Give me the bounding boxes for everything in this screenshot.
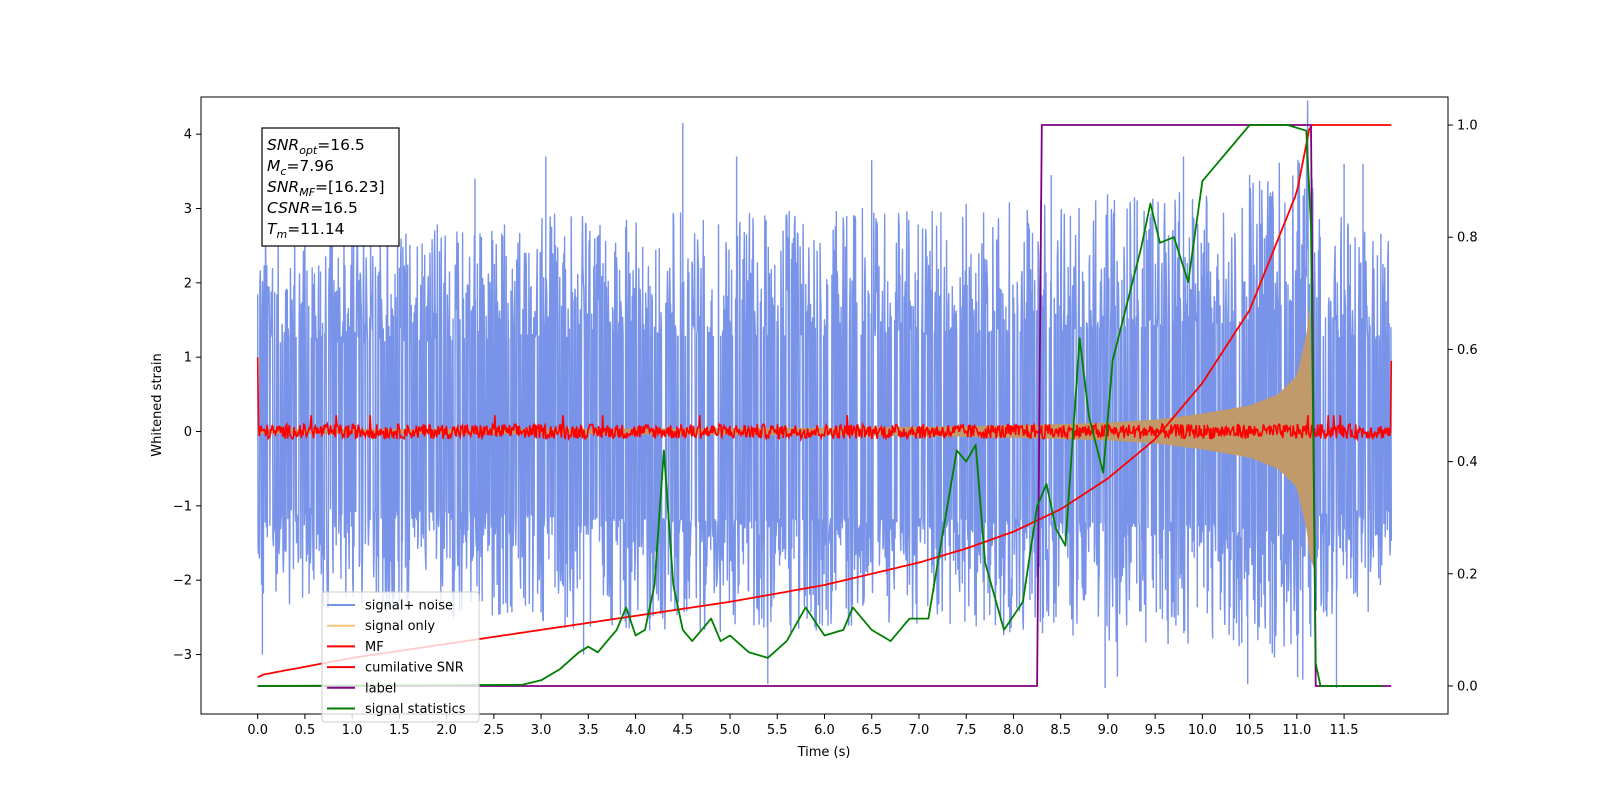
x-tick-label: 4.0 [625, 723, 646, 738]
x-tick-label: 6.5 [861, 723, 882, 738]
legend: signal+ noise signal only MF cumilative SNR… [321, 591, 480, 723]
legend-frame [321, 591, 480, 723]
y-left-tick-label: −2 [173, 574, 192, 589]
annotation-line: SNRopt=16.5 [267, 136, 365, 157]
y-left-axis-ticks: −3 −2 −1 0 1 2 3 4 [173, 128, 201, 663]
y-right-tick-label: 0.2 [1457, 567, 1478, 582]
x-tick-label: 2.0 [436, 723, 457, 738]
legend-label: signal+ noise [365, 599, 453, 614]
annotation-line: CSNR=16.5 [267, 199, 358, 217]
series-signal-statistics-line [257, 124, 1382, 687]
x-tick-label: 1.5 [389, 723, 410, 738]
x-tick-label: 0.0 [247, 723, 268, 738]
x-axis-ticks: 0.0 0.5 1.0 1.5 2.0 2.5 3.0 3.5 4.0 4.5 5.0 5.5 6.0 6… [247, 714, 1359, 738]
annotation-box: SNRopt=16.5Mc=7.96SNRMF=[16.23]CSNR=16.5… [261, 127, 400, 247]
annotation-frame [261, 127, 400, 247]
y-left-tick-label: 3 [184, 202, 192, 217]
series-signal-noise-line [257, 100, 1392, 688]
x-tick-label: 2.5 [484, 723, 505, 738]
x-tick-label: 7.0 [909, 723, 930, 738]
x-tick-label: 9.5 [1145, 723, 1166, 738]
legend-label: label [365, 681, 396, 696]
x-tick-label: 11.5 [1330, 723, 1359, 738]
x-tick-label: 10.5 [1235, 723, 1264, 738]
series-mf-line [256, 357, 1393, 442]
y-left-tick-label: 1 [184, 351, 192, 366]
annotation-line: SNRMF=[16.23] [267, 178, 385, 199]
x-tick-label: 5.0 [720, 723, 741, 738]
annotation-line: Mc=7.96 [267, 157, 334, 178]
y-right-tick-label: 0.4 [1457, 455, 1478, 470]
legend-label: signal statistics [365, 702, 466, 717]
legend-label: cumilative SNR [365, 661, 464, 676]
y-right-tick-label: 1.0 [1457, 119, 1478, 134]
x-tick-label: 3.0 [531, 723, 552, 738]
x-tick-label: 6.0 [814, 723, 835, 738]
y-axis-label: Whitened strain [150, 353, 165, 456]
y-right-tick-label: 0.8 [1457, 231, 1478, 246]
x-tick-label: 11.0 [1282, 723, 1311, 738]
y-left-tick-label: −1 [173, 499, 192, 514]
x-tick-label: 10.0 [1188, 723, 1217, 738]
y-left-tick-label: 2 [184, 276, 192, 291]
x-tick-label: 4.5 [672, 723, 693, 738]
x-tick-label: 0.5 [295, 723, 316, 738]
y-left-tick-label: −3 [173, 648, 192, 663]
y-left-tick-label: 0 [184, 425, 192, 440]
y-left-tick-label: 4 [184, 128, 192, 143]
plot-area [256, 100, 1393, 688]
x-tick-label: 3.5 [578, 723, 599, 738]
x-tick-label: 5.5 [767, 723, 788, 738]
x-tick-label: 9.0 [1098, 723, 1119, 738]
x-tick-label: 1.0 [342, 723, 363, 738]
series-signal-only-area [257, 305, 1316, 573]
x-tick-label: 8.5 [1050, 723, 1071, 738]
series-label-line [257, 124, 1392, 687]
legend-label: signal only [365, 619, 435, 634]
x-tick-label: 8.0 [1003, 723, 1024, 738]
y-right-axis-ticks: 0.0 0.2 0.4 0.6 0.8 1.0 [1448, 119, 1478, 694]
x-axis-label: Time (s) [797, 745, 851, 760]
x-tick-label: 7.5 [956, 723, 977, 738]
legend-label: MF [365, 640, 384, 655]
y-right-tick-label: 0.0 [1457, 679, 1478, 694]
annotation-line: Tm=11.14 [267, 220, 345, 241]
y-right-tick-label: 0.6 [1457, 343, 1478, 358]
